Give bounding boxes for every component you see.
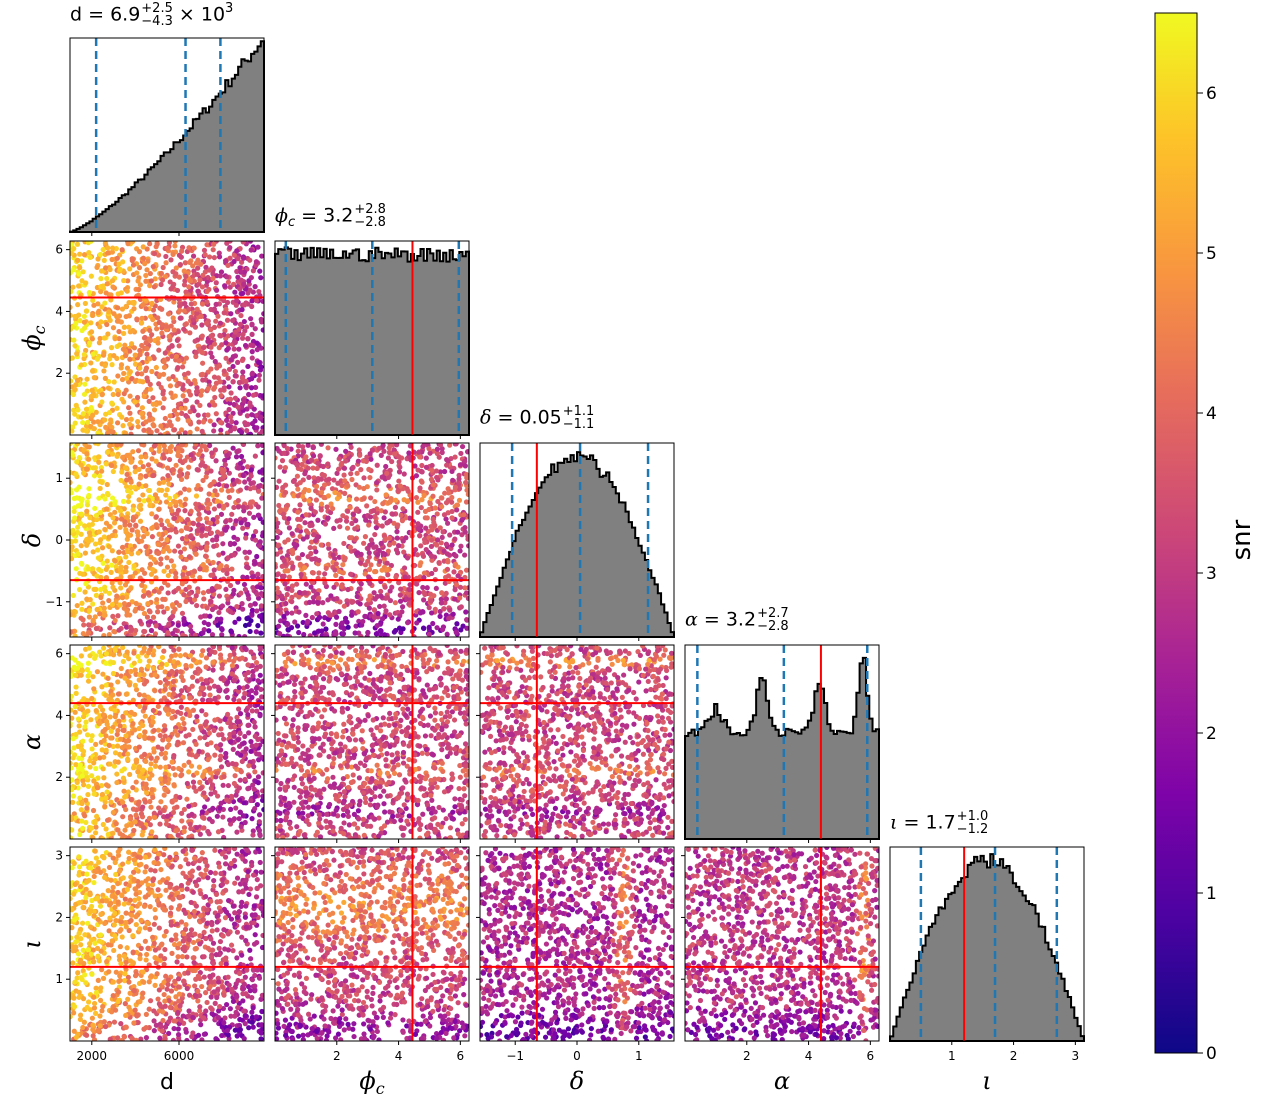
axis-label-delta: δ [570, 1067, 584, 1095]
scatter-iota-vs-phi_c [275, 847, 469, 1041]
panel-title-phi_c: ϕc = 3.2 +2.8 −2.8 [275, 202, 386, 230]
panel-delta-vs-delta [479, 442, 675, 641]
ytick-label-iota: 2 [55, 910, 63, 924]
panel-title-alpha: α = 3.2 +2.7 −2.8 [685, 606, 789, 634]
panel-title-d: d = 6.9 +2.5 −4.3 × 103 [70, 0, 234, 29]
scatter-alpha-vs-delta [480, 645, 674, 839]
xtick-label-phi_c: 4 [395, 1049, 403, 1063]
ytick-label-phi_c: 4 [55, 304, 63, 318]
panel-frame [274, 846, 470, 1042]
colorbar-tick-label: 1 [1206, 884, 1217, 904]
panel-frame [684, 846, 880, 1042]
ytick-label-iota: 3 [55, 849, 63, 863]
panel-iota-vs-d: 2000 6000 1 2 3 [55, 846, 265, 1063]
histogram-iota [889, 853, 1085, 1042]
xtick-label-iota: 1 [948, 1049, 956, 1063]
panel-delta-vs-phi_c [271, 442, 470, 641]
colorbar-tick-label: 3 [1206, 564, 1217, 584]
ytick-label-phi_c: 6 [55, 243, 63, 257]
ytick-label-delta: −1 [45, 595, 63, 609]
panel-alpha-vs-d: 2 4 6 [55, 644, 265, 843]
ytick-label-alpha: 4 [55, 708, 63, 722]
scatter-iota-vs-alpha [685, 847, 879, 1041]
panel-d-vs-d [69, 37, 265, 236]
panel-alpha-vs-delta [476, 644, 675, 843]
scatter-iota-vs-delta [480, 847, 674, 1041]
scatter-alpha-vs-phi_c [275, 645, 469, 839]
panel-title-delta: δ = 0.05 +1.1 −1.1 [480, 404, 595, 432]
ytick-label-alpha: 2 [55, 770, 63, 784]
panel-frame [69, 240, 265, 436]
panel-phi_c-vs-phi_c [274, 240, 470, 439]
ytick-label-delta: 1 [55, 471, 63, 485]
xtick-label-d: 2000 [77, 1049, 108, 1063]
panel-iota-vs-phi_c: 2 4 6 [271, 846, 470, 1063]
xtick-label-phi_c: 6 [457, 1049, 465, 1063]
axis-label-delta: δ [18, 533, 46, 547]
histogram-phi_c [274, 246, 470, 436]
colorbar-tick-label: 5 [1206, 244, 1217, 264]
panel-phi_c-vs-d: 2 4 6 [55, 240, 265, 439]
axis-label-phi_c: ϕc [359, 1067, 384, 1098]
scatter-phi_c-vs-d [70, 241, 264, 435]
panel-frame [889, 846, 1085, 1042]
colorbar-label: snr [1227, 519, 1257, 560]
axis-label-alpha: α [774, 1067, 790, 1095]
axis-label-iota: ι [982, 1067, 991, 1095]
xtick-label-d: 6000 [164, 1049, 195, 1063]
xtick-label-iota: 2 [1010, 1049, 1018, 1063]
xtick-label-iota: 3 [1072, 1049, 1080, 1063]
colorbar: 0 1 2 3 4 5 6 snr [1154, 12, 1257, 1064]
ytick-label-iota: 1 [55, 972, 63, 986]
scatter-alpha-vs-d [70, 645, 264, 839]
xtick-label-delta: −1 [506, 1049, 524, 1063]
axis-label-alpha: α [18, 734, 46, 750]
histogram-delta [479, 451, 675, 638]
colorbar-tick-label: 2 [1206, 724, 1217, 744]
xtick-label-delta: 1 [635, 1049, 643, 1063]
panel-delta-vs-d: −1 0 1 [45, 442, 265, 641]
scatter-delta-vs-phi_c [275, 443, 469, 637]
panel-frame [69, 37, 265, 233]
colorbar-gradient [1154, 12, 1198, 1054]
xtick-label-delta: 0 [573, 1049, 581, 1063]
scatter-iota-vs-d [70, 847, 264, 1041]
colorbar-tick-label: 6 [1206, 84, 1217, 104]
scatter-delta-vs-d [70, 443, 264, 637]
histogram-d [69, 40, 265, 233]
panel-alpha-vs-phi_c [271, 644, 470, 843]
axis-label-d: d [160, 1070, 174, 1095]
panel-frame [69, 846, 265, 1042]
panel-frame [69, 644, 265, 840]
panel-alpha-vs-alpha [684, 644, 880, 843]
panel-iota-vs-alpha: 2 4 6 [681, 846, 880, 1063]
histogram-alpha [684, 656, 880, 840]
xtick-label-phi_c: 2 [333, 1049, 341, 1063]
xtick-label-alpha: 4 [805, 1049, 813, 1063]
ytick-label-delta: 0 [55, 533, 63, 547]
axis-label-phi_c: ϕc [18, 325, 49, 350]
xtick-label-alpha: 2 [743, 1049, 751, 1063]
ytick-label-phi_c: 2 [55, 366, 63, 380]
colorbar-tick-label: 0 [1206, 1044, 1217, 1064]
panel-title-iota: ι = 1.7 +1.0 −1.2 [890, 809, 989, 837]
ytick-label-alpha: 6 [55, 647, 63, 661]
panel-iota-vs-delta: −1 0 1 [476, 846, 675, 1063]
axis-label-iota: ι [18, 939, 46, 948]
panel-frame [274, 240, 470, 436]
panel-frame [274, 644, 470, 840]
colorbar-tick-label: 4 [1206, 404, 1217, 424]
xtick-label-alpha: 6 [867, 1049, 875, 1063]
panel-frame [684, 644, 880, 840]
panel-iota-vs-iota: 1 2 3 [889, 846, 1085, 1063]
